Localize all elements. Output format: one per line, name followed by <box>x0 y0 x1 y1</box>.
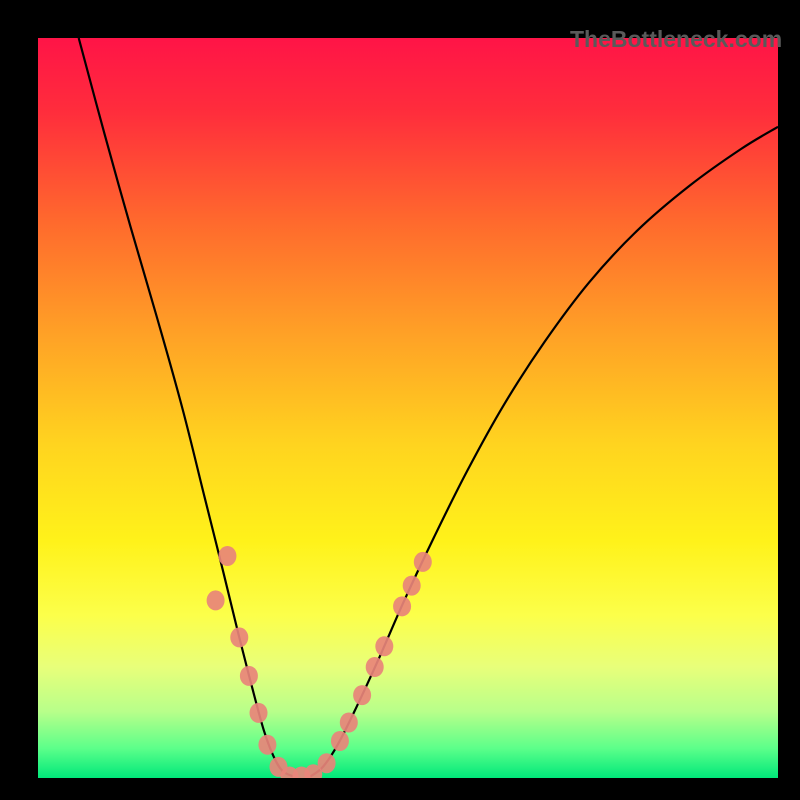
data-marker <box>414 552 432 572</box>
data-markers <box>207 546 432 778</box>
data-marker <box>258 735 276 755</box>
data-marker <box>318 753 336 773</box>
data-marker <box>403 576 421 596</box>
data-marker <box>207 590 225 610</box>
data-marker <box>353 685 371 705</box>
plot-area <box>38 38 778 778</box>
data-marker <box>375 636 393 656</box>
chart-container: TheBottleneck.com <box>0 0 800 800</box>
data-marker <box>240 666 258 686</box>
data-marker <box>366 657 384 677</box>
data-marker <box>340 713 358 733</box>
data-marker <box>218 546 236 566</box>
data-marker <box>230 627 248 647</box>
curves-layer <box>38 38 778 778</box>
data-marker <box>331 731 349 751</box>
right-curve <box>310 127 778 777</box>
data-marker <box>250 703 268 723</box>
data-marker <box>393 596 411 616</box>
left-curve <box>79 38 294 777</box>
watermark-text: TheBottleneck.com <box>570 26 782 53</box>
